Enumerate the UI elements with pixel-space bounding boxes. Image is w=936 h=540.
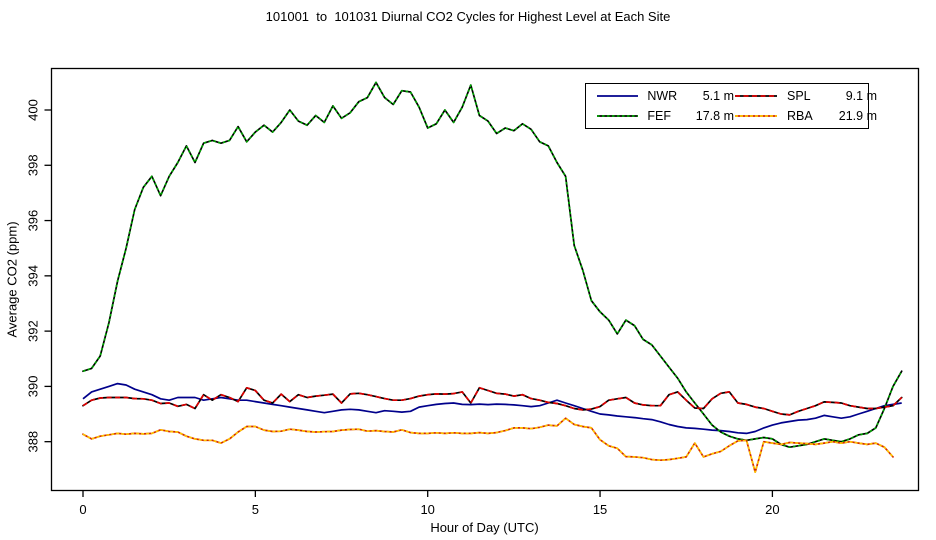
x-tick-label: 10 <box>420 502 434 517</box>
y-tick-label: 400 <box>26 99 41 121</box>
legend-series-name: NWR <box>647 89 678 103</box>
x-tick-label: 5 <box>252 502 259 517</box>
legend-item-rba: RBA 21.9 m <box>734 106 877 126</box>
y-tick-label: 388 <box>26 431 41 453</box>
legend-series-height: 5.1 m <box>702 89 734 103</box>
series-line-spl <box>82 386 903 416</box>
legend-column-left: NWR 5.1 m FEF 17.8 m <box>596 86 734 126</box>
legend-item-nwr: NWR 5.1 m <box>596 86 734 106</box>
y-axis-label: Average CO2 (ppm) <box>4 221 20 338</box>
y-tick-label: 392 <box>26 320 41 342</box>
legend-series-height: 17.8 m <box>695 109 734 123</box>
chart-title: 101001 to 101031 Diurnal CO2 Cycles for … <box>265 9 671 24</box>
series-line-rba <box>82 417 894 473</box>
legend-line-sample-nwr <box>597 95 639 97</box>
x-tick-label: 20 <box>765 502 779 517</box>
legend-column-right: SPL 9.1 m RBA 21.9 m <box>734 86 877 126</box>
legend-item-fef: FEF 17.8 m <box>596 106 734 126</box>
legend-series-height: 9.1 m <box>845 89 877 103</box>
series-line-fef <box>82 81 903 449</box>
legend-series-name: FEF <box>647 109 671 123</box>
y-tick-label: 398 <box>26 154 41 176</box>
x-tick-label: 15 <box>593 502 607 517</box>
legend-series-height: 21.9 m <box>838 109 877 123</box>
series-line-nwr <box>82 382 902 435</box>
y-tick-label: 390 <box>26 376 41 398</box>
x-axis-label: Hour of Day (UTC) <box>430 520 539 535</box>
legend-item-spl: SPL 9.1 m <box>734 86 877 106</box>
x-tick-label: 0 <box>79 502 86 517</box>
legend-line-sample-fef <box>597 115 639 117</box>
legend-series-name: RBA <box>787 109 813 123</box>
legend-series-name: SPL <box>787 89 811 103</box>
legend-line-sample-spl <box>735 95 777 97</box>
y-tick-label: 396 <box>26 210 41 232</box>
y-tick-label: 394 <box>26 265 41 287</box>
series-underlay-spl <box>82 386 903 416</box>
legend: NWR 5.1 m FEF 17.8 m SPL 9.1 m RBA 21.9 … <box>585 83 877 129</box>
plot-frame <box>50 67 920 492</box>
legend-line-sample-rba <box>735 115 777 117</box>
